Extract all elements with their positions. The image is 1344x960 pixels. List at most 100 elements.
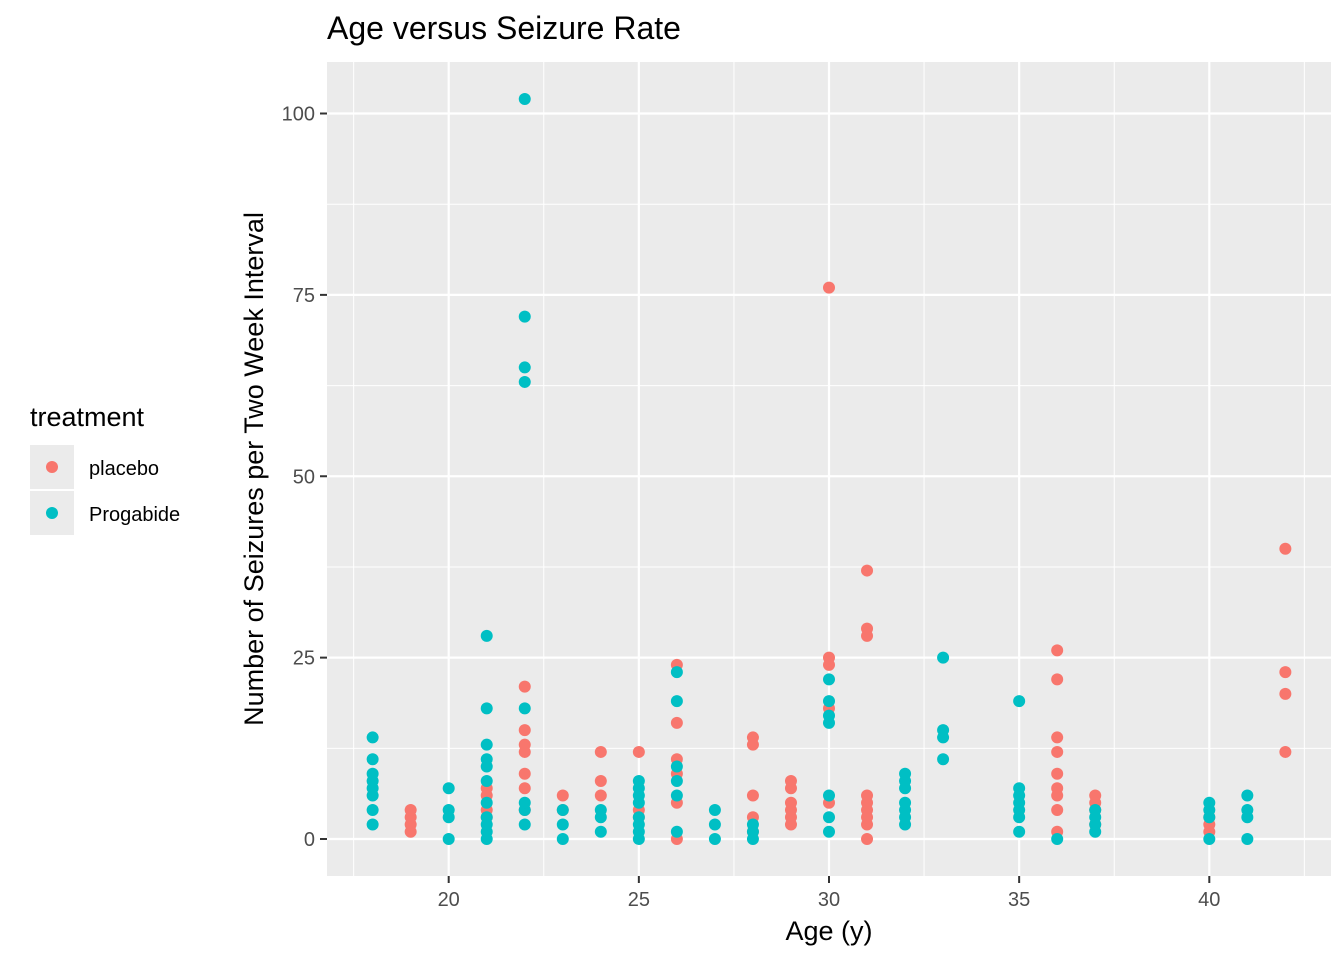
- x-tick-label: 35: [1008, 889, 1030, 911]
- legend-label-progabide: Progabide: [89, 504, 180, 526]
- legend-item-progabide: Progabide: [30, 491, 180, 535]
- data-point-progabide: [1013, 782, 1026, 795]
- y-axis-title: Number of Seizures per Two Week Interval: [239, 212, 269, 726]
- data-point-progabide: [594, 803, 607, 816]
- legend-item-placebo: placebo: [30, 445, 159, 489]
- data-point-placebo: [823, 281, 835, 294]
- data-point-placebo: [518, 767, 531, 780]
- data-point-placebo: [823, 651, 835, 664]
- data-point-progabide: [366, 803, 379, 816]
- data-point-placebo: [1051, 767, 1064, 780]
- data-point-progabide: [823, 789, 835, 802]
- data-point-progabide: [708, 818, 721, 831]
- data-point-progabide: [708, 803, 721, 816]
- data-point-progabide: [708, 833, 721, 845]
- x-tick-label: 40: [1198, 889, 1220, 911]
- data-point-progabide: [670, 760, 683, 773]
- y-tick-label: 75: [293, 285, 315, 307]
- data-point-progabide: [366, 753, 379, 766]
- data-point-progabide: [1013, 825, 1026, 838]
- data-point-placebo: [1279, 687, 1292, 700]
- data-point-progabide: [442, 782, 455, 795]
- data-point-progabide: [1089, 803, 1102, 816]
- data-point-progabide: [556, 833, 569, 845]
- data-point-placebo: [784, 796, 797, 809]
- data-point-placebo: [861, 564, 874, 577]
- data-point-progabide: [1013, 695, 1026, 708]
- data-point-progabide: [823, 695, 835, 708]
- major-gridlines: [327, 62, 1331, 876]
- data-point-progabide: [518, 310, 531, 323]
- data-point-progabide: [366, 731, 379, 744]
- data-point-progabide: [1203, 796, 1216, 809]
- data-point-placebo: [594, 789, 607, 802]
- data-point-progabide: [1051, 833, 1064, 845]
- data-point-progabide: [823, 673, 835, 686]
- legend: treatment placebo Progabide: [30, 402, 180, 535]
- data-point-progabide: [670, 666, 683, 679]
- data-point-progabide: [632, 774, 645, 787]
- x-tick-label: 25: [628, 889, 650, 911]
- data-point-placebo: [1051, 731, 1064, 744]
- data-point-placebo: [518, 724, 531, 737]
- data-point-progabide: [899, 767, 912, 780]
- data-point-placebo: [746, 731, 759, 744]
- chart-title: Age versus Seizure Rate: [327, 10, 681, 46]
- data-point-progabide: [518, 796, 531, 809]
- data-point-placebo: [518, 680, 531, 693]
- data-point-progabide: [518, 375, 531, 388]
- data-point-placebo: [1089, 789, 1102, 802]
- data-point-progabide: [480, 796, 493, 809]
- data-point-placebo: [1279, 542, 1292, 555]
- data-point-progabide: [518, 361, 531, 374]
- data-point-progabide: [480, 738, 493, 751]
- data-point-placebo: [1051, 673, 1064, 686]
- data-point-placebo: [556, 789, 569, 802]
- data-point-progabide: [823, 811, 835, 824]
- data-point-placebo: [861, 789, 874, 802]
- legend-dot-progabide: [46, 507, 58, 519]
- data-point-placebo: [670, 716, 683, 729]
- data-point-progabide: [442, 803, 455, 816]
- data-point-progabide: [518, 818, 531, 831]
- data-point-progabide: [480, 702, 493, 715]
- data-point-placebo: [1279, 745, 1292, 758]
- data-point-progabide: [746, 818, 759, 831]
- data-point-progabide: [594, 825, 607, 838]
- x-tick-label: 20: [438, 889, 460, 911]
- data-point-placebo: [861, 622, 874, 635]
- legend-dot-placebo: [46, 461, 58, 473]
- data-point-placebo: [1051, 745, 1064, 758]
- data-point-placebo: [1051, 803, 1064, 816]
- y-tick-label: 0: [304, 829, 315, 851]
- data-point-progabide: [670, 774, 683, 787]
- y-tick-label: 50: [293, 466, 315, 488]
- data-point-progabide: [442, 833, 455, 845]
- data-point-progabide: [556, 803, 569, 816]
- data-point-progabide: [480, 774, 493, 787]
- data-point-progabide: [366, 818, 379, 831]
- legend-label-placebo: placebo: [89, 458, 159, 480]
- data-point-placebo: [594, 745, 607, 758]
- data-point-progabide: [1241, 833, 1254, 845]
- legend-title: treatment: [30, 402, 145, 432]
- x-axis: 20 25 30 35 40: [438, 876, 1220, 911]
- data-point-progabide: [670, 825, 683, 838]
- data-point-progabide: [670, 695, 683, 708]
- data-point-progabide: [632, 811, 645, 824]
- data-point-progabide: [556, 818, 569, 831]
- data-point-placebo: [518, 738, 531, 751]
- data-point-placebo: [594, 774, 607, 787]
- y-tick-label: 25: [293, 648, 315, 670]
- data-point-progabide: [937, 753, 950, 766]
- data-point-progabide: [670, 789, 683, 802]
- data-point-placebo: [1051, 782, 1064, 795]
- data-point-placebo: [1279, 666, 1292, 679]
- data-point-progabide: [480, 753, 493, 766]
- data-point-progabide: [518, 93, 531, 105]
- y-tick-label: 100: [282, 104, 315, 126]
- data-point-placebo: [746, 789, 759, 802]
- data-point-progabide: [899, 796, 912, 809]
- data-point-progabide: [1241, 803, 1254, 816]
